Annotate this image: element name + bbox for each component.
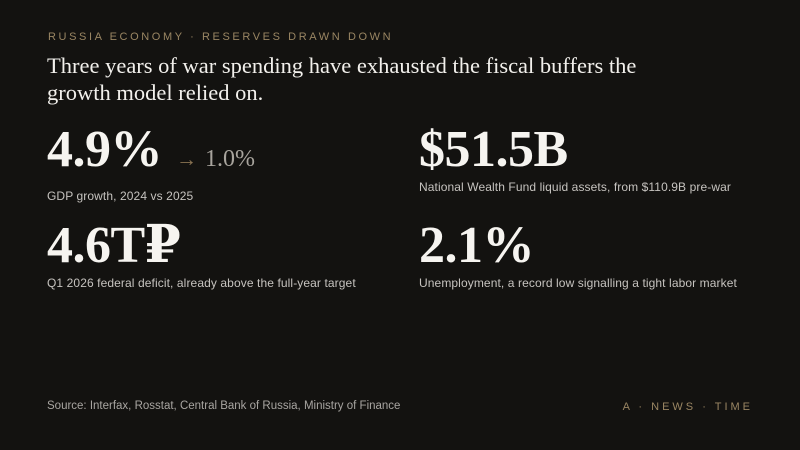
- right-arrow-icon: →: [176, 147, 197, 171]
- stat-compare-value: 1.0%: [205, 146, 255, 172]
- stat-caption: GDP growth, 2024 vs 2025: [47, 189, 194, 203]
- stat-gdp-growth: 4.9% → 1.0% GDP growth, 2024 vs 2025: [47, 124, 420, 204]
- stat-caption: Unemployment, a record low signalling a …: [419, 276, 737, 290]
- headline-line-1: Three years of war spending have exhaust…: [47, 53, 637, 78]
- stat-unemployment: 2.1% Unemployment, a record low signalli…: [419, 220, 779, 291]
- stat-value-line: 4.9% → 1.0%: [47, 124, 420, 181]
- kicker-label: RUSSIA ECONOMY · RESERVES DRAWN DOWN: [48, 31, 394, 43]
- brand-wordmark: A · NEWS · TIME: [622, 401, 753, 413]
- stat-value: 4.6T₽: [47, 217, 181, 274]
- headline-line-2: growth model relied on.: [47, 79, 264, 105]
- stat-value: 4.9%: [47, 121, 163, 178]
- stat-value-line: 4.6T₽: [47, 220, 420, 272]
- stat-value: 2.1%: [419, 217, 535, 274]
- stat-value: $51.5B: [419, 121, 568, 178]
- stat-federal-deficit: 4.6T₽ Q1 2026 federal deficit, already a…: [47, 220, 420, 291]
- source-attribution: Source: Interfax, Rosstat, Central Bank …: [47, 400, 401, 412]
- stat-value-line: $51.5B: [419, 124, 779, 176]
- stat-value-line: 2.1%: [419, 220, 779, 272]
- stat-wealth-fund: $51.5B National Wealth Fund liquid asset…: [419, 124, 779, 195]
- headline: Three years of war spending have exhaust…: [47, 53, 636, 106]
- stat-caption: Q1 2026 federal deficit, already above t…: [47, 276, 356, 290]
- stat-caption: National Wealth Fund liquid assets, from…: [419, 180, 731, 194]
